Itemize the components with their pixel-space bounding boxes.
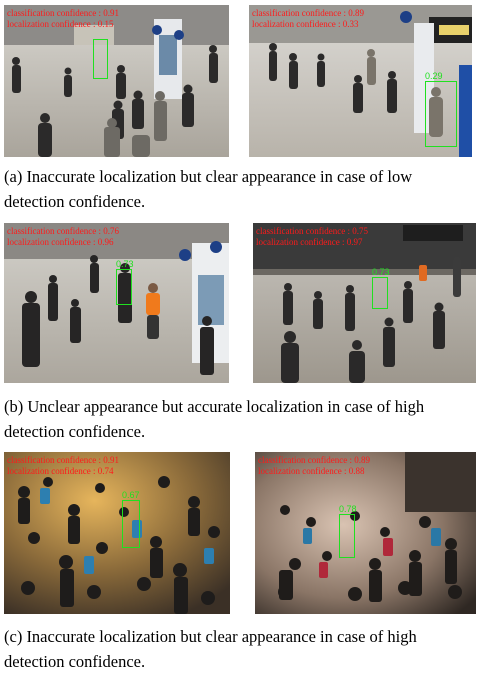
detection-box-label: 0.73 <box>116 259 134 269</box>
localization-confidence: localization confidence : 0.15 <box>7 19 114 29</box>
crowd-scene-b-right <box>253 223 476 383</box>
crowd-scene-c-right <box>255 452 476 614</box>
detection-box: 0.67 <box>122 490 140 548</box>
localization-confidence: localization confidence : 0.97 <box>256 237 363 247</box>
figure-b-caption: (b) Unclear appearance but accurate loca… <box>4 394 494 444</box>
detection-box <box>93 39 108 79</box>
classification-confidence: classification confidence : 0.91 <box>7 455 119 465</box>
crowd-scene-a-right <box>249 5 472 157</box>
caption-line-2: detection confidence. <box>4 652 146 671</box>
confidence-overlay: classification confidence : 0.89 localiz… <box>252 8 364 30</box>
caption-line-1: (c) Inaccurate localization but clear ap… <box>4 627 417 646</box>
localization-confidence: localization confidence : 0.74 <box>7 466 114 476</box>
classification-confidence: classification confidence : 0.75 <box>256 226 368 236</box>
detection-box: 0.73 <box>116 259 134 305</box>
figure-c-caption: (c) Inaccurate localization but clear ap… <box>4 624 494 674</box>
figure-a-caption: (a) Inaccurate localization but clear ap… <box>4 164 494 214</box>
classification-confidence: classification confidence : 0.89 <box>258 455 370 465</box>
classification-confidence: classification confidence : 0.91 <box>7 8 119 18</box>
figure-b-right-image: classification confidence : 0.75 localiz… <box>253 223 476 383</box>
confidence-overlay: classification confidence : 0.91 localiz… <box>7 455 119 477</box>
detection-box: 0.29 <box>425 71 457 147</box>
confidence-overlay: classification confidence : 0.76 localiz… <box>7 226 119 248</box>
classification-confidence: classification confidence : 0.89 <box>252 8 364 18</box>
figure-b-left-image: classification confidence : 0.76 localiz… <box>4 223 229 383</box>
confidence-overlay: classification confidence : 0.91 localiz… <box>7 8 119 30</box>
caption-line-1: (b) Unclear appearance but accurate loca… <box>4 397 425 416</box>
detection-box-label: 0.78 <box>339 504 357 514</box>
figure-c-left-image: classification confidence : 0.91 localiz… <box>4 452 230 614</box>
figure-c-right-image: classification confidence : 0.89 localiz… <box>255 452 476 614</box>
detection-box-label: 0.29 <box>425 71 443 81</box>
detection-box-label: 0.73 <box>372 267 390 277</box>
figure-a-left-image: classification confidence : 0.91 localiz… <box>4 5 229 157</box>
localization-confidence: localization confidence : 0.33 <box>252 19 359 29</box>
figure-a-right-image: classification confidence : 0.89 localiz… <box>249 5 472 157</box>
detection-box: 0.78 <box>339 504 357 558</box>
localization-confidence: localization confidence : 0.96 <box>7 237 114 247</box>
crowd-scene-a-left <box>4 5 229 157</box>
caption-line-1: (a) Inaccurate localization but clear ap… <box>4 167 413 186</box>
caption-line-2: detection confidence. <box>4 422 146 441</box>
confidence-overlay: classification confidence : 0.89 localiz… <box>258 455 370 477</box>
confidence-overlay: classification confidence : 0.75 localiz… <box>256 226 368 248</box>
detection-box: 0.73 <box>372 267 390 309</box>
localization-confidence: localization confidence : 0.88 <box>258 466 365 476</box>
crowd-scene-c-left <box>4 452 230 614</box>
classification-confidence: classification confidence : 0.76 <box>7 226 119 236</box>
detection-box-label: 0.67 <box>122 490 140 500</box>
caption-line-2: detection confidence. <box>4 192 146 211</box>
